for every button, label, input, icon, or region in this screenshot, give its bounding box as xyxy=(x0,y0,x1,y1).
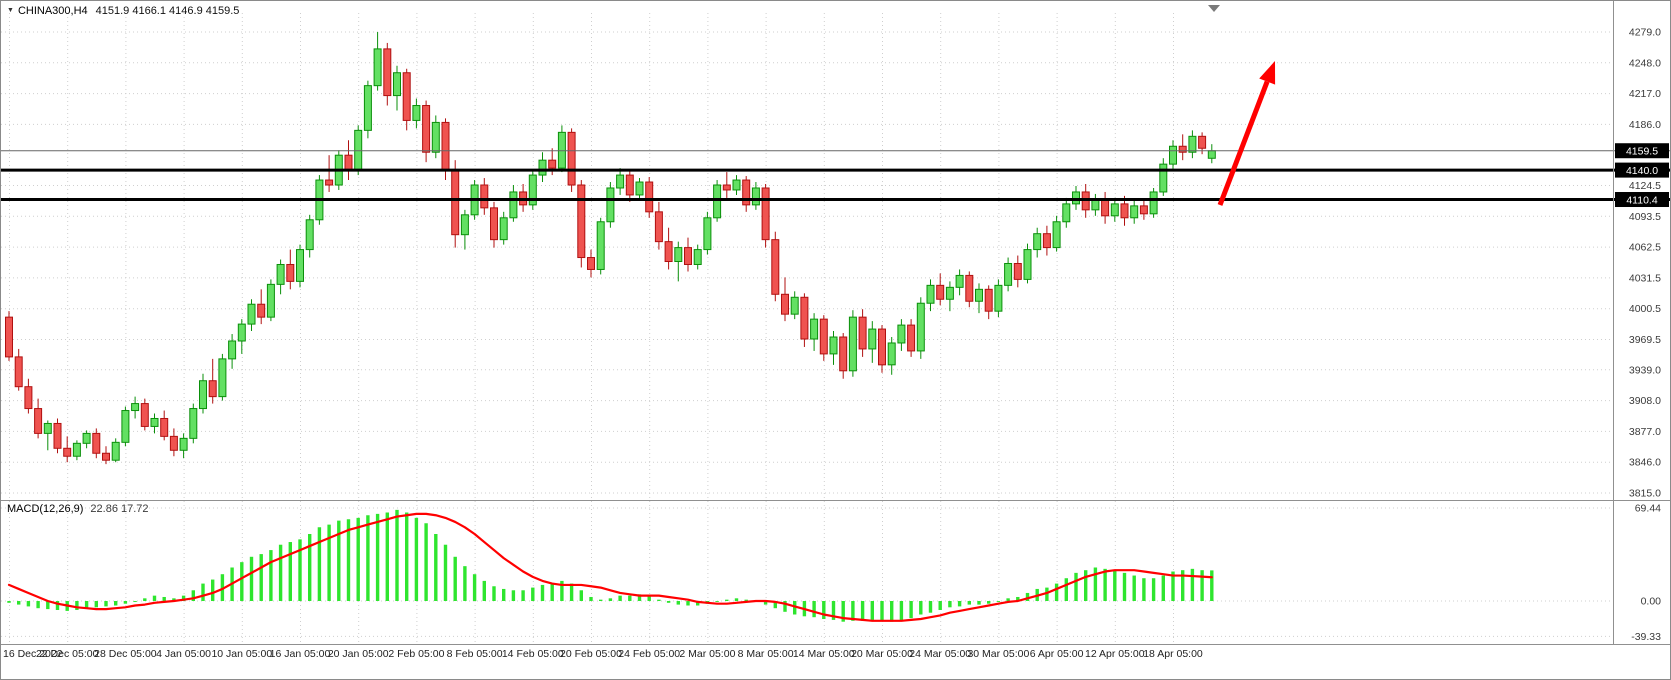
axis-label: 16 Dec 2022 xyxy=(3,648,63,660)
price-tags: 4159.5 4140.0 4110.4 xyxy=(1615,143,1669,208)
axis-label: 69.44 xyxy=(1635,502,1661,514)
axis-label: 4186.0 xyxy=(1629,119,1661,131)
axis-label: 4000.5 xyxy=(1629,303,1661,315)
ohlc-values: 4151.9 4166.1 4146.9 4159.5 xyxy=(95,5,240,17)
axis-label: 3908.0 xyxy=(1629,395,1661,407)
axis-label: 3969.5 xyxy=(1629,334,1661,346)
chart-shift-icon[interactable] xyxy=(1208,5,1220,12)
axis-label: 30 Mar 05:00 xyxy=(967,648,1029,660)
axis-label: 3815.0 xyxy=(1629,487,1661,499)
axis-label: 2 Mar 05:00 xyxy=(679,648,735,660)
axis-label: 24 Feb 05:00 xyxy=(618,648,680,660)
axis-label: 18 Apr 05:00 xyxy=(1143,648,1203,660)
axis-label: 4140.0 xyxy=(1626,165,1658,177)
panel-separators xyxy=(1,1,1670,645)
axis-label: 2 Feb 05:00 xyxy=(388,648,444,660)
axis-label: 3846.0 xyxy=(1629,457,1661,469)
price-axis[interactable]: 4279.0 4248.0 4217.0 4186.0 4124.5 4093.5 4062… xyxy=(1629,27,1661,500)
axis-label: 3939.0 xyxy=(1629,364,1661,376)
axis-label: 4217.0 xyxy=(1629,88,1661,100)
axis-label: 20 Jan 05:00 xyxy=(328,648,389,660)
price-tag xyxy=(1615,162,1669,178)
macd-axis[interactable]: 69.44 0.00 -39.33 xyxy=(1631,502,1661,642)
symbol-marker-icon: ▼ xyxy=(7,7,14,14)
axis-label: 8 Feb 05:00 xyxy=(447,648,503,660)
axis-label: 16 Jan 05:00 xyxy=(270,648,331,660)
macd-label: MACD(12,26,9) xyxy=(7,503,84,515)
axis-label: 28 Dec 05:00 xyxy=(94,648,157,660)
axis-label: 0.00 xyxy=(1641,596,1662,608)
axis-label: 12 Apr 05:00 xyxy=(1085,648,1145,660)
axis-label: 3877.0 xyxy=(1629,426,1661,438)
macd-histogram xyxy=(7,509,1214,622)
axis-label: 4 Jan 05:00 xyxy=(156,648,211,660)
axis-label: 4031.5 xyxy=(1629,272,1661,284)
axis-label: 4062.5 xyxy=(1629,242,1661,254)
axis-label: 14 Feb 05:00 xyxy=(502,648,564,660)
axis-label: 4110.4 xyxy=(1626,194,1657,206)
axis-label: 4093.5 xyxy=(1629,211,1661,223)
axis-label: 4159.5 xyxy=(1626,146,1658,158)
macd-signal-line xyxy=(7,512,1213,622)
axis-label: 4248.0 xyxy=(1629,57,1661,69)
axis-label: 8 Mar 05:00 xyxy=(738,648,794,660)
macd-indicator-label: MACD(12,26,9) 22.86 17.72 xyxy=(7,503,149,515)
axis-label: 14 Mar 05:00 xyxy=(793,648,855,660)
candlesticks xyxy=(5,32,1216,465)
axis-label: 20 Feb 05:00 xyxy=(560,648,622,660)
axis-label: 24 Mar 05:00 xyxy=(909,648,971,660)
axis-label: 22 Dec 05:00 xyxy=(36,648,99,660)
symbol-name: CHINA300,H4 xyxy=(17,5,88,17)
axis-label: 10 Jan 05:00 xyxy=(211,648,272,660)
trend-arrow-annotation[interactable] xyxy=(1217,61,1276,206)
price-tag xyxy=(1615,192,1669,208)
axis-label: 6 Apr 05:00 xyxy=(1030,648,1084,660)
axis-label: -39.33 xyxy=(1631,631,1661,643)
macd-values: 22.86 17.72 xyxy=(90,503,149,515)
axis-label: 4124.5 xyxy=(1629,180,1661,192)
horizontal-lines[interactable] xyxy=(1,168,1671,202)
chart-symbol-info: ▼ CHINA300,H4 4151.9 4166.1 4146.9 4159.5 xyxy=(7,5,239,17)
axis-label: 4279.0 xyxy=(1629,27,1661,39)
axis-label: 20 Mar 05:00 xyxy=(851,648,913,660)
price-tag xyxy=(1615,143,1669,159)
